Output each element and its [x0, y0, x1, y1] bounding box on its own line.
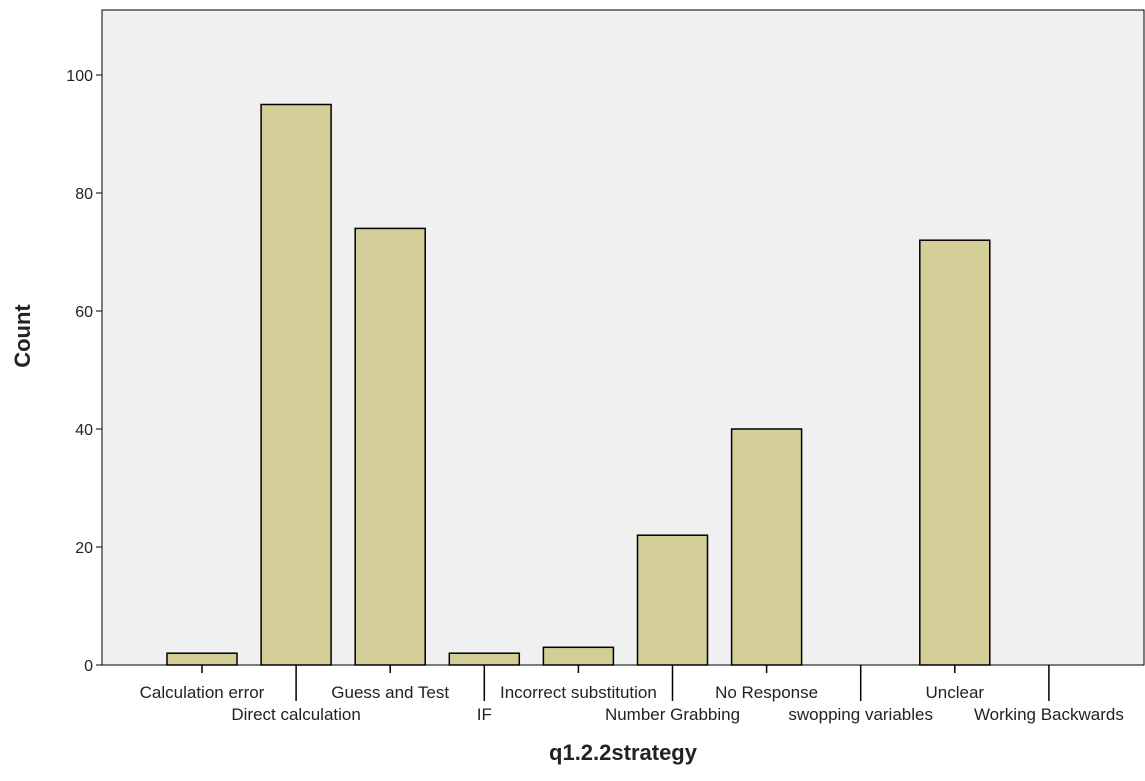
x-tick-label: Calculation error: [140, 683, 265, 702]
y-tick-label: 100: [66, 68, 93, 85]
x-tick-label: Incorrect substitution: [500, 683, 657, 702]
x-tick-label: Working Backwards: [974, 705, 1124, 724]
y-tick-label: 80: [75, 186, 93, 203]
bar: [354, 227, 426, 666]
x-axis-title: q1.2.2strategy: [549, 740, 698, 765]
bars: [166, 103, 991, 666]
bar: [636, 534, 709, 666]
x-tick-label: swopping variables: [788, 705, 933, 724]
bar: [730, 428, 803, 666]
y-axis-ticks: 0 20 40 60 80 100: [66, 68, 102, 675]
bar: [448, 652, 521, 666]
bar: [166, 652, 238, 666]
x-tick-label: IF: [477, 705, 492, 724]
bar: [260, 103, 332, 666]
x-tick-label: Direct calculation: [231, 705, 360, 724]
y-tick-label: 0: [84, 658, 93, 675]
bar: [542, 646, 615, 666]
x-axis-ticks: Calculation error Direct calculation Guess…: [140, 665, 1124, 724]
x-tick-label: Unclear: [926, 683, 985, 702]
y-tick-label: 60: [75, 304, 93, 321]
y-tick-label: 20: [75, 540, 93, 557]
y-tick-label: 40: [75, 422, 93, 439]
y-axis-title: Count: [10, 304, 35, 368]
x-tick-label: Guess and Test: [331, 683, 449, 702]
x-tick-label: No Response: [715, 683, 818, 702]
bar: [919, 239, 991, 666]
x-tick-label: Number Grabbing: [605, 705, 740, 724]
